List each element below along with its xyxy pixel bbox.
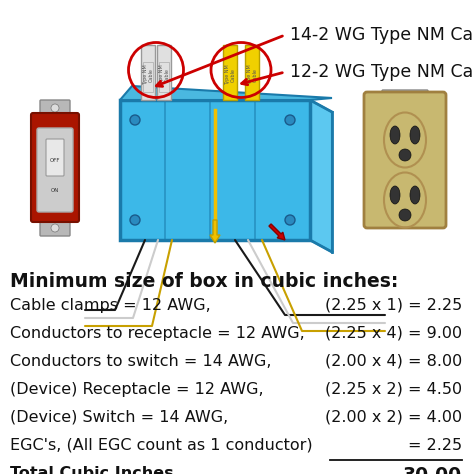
Text: 30.00: 30.00 xyxy=(403,466,462,474)
Ellipse shape xyxy=(390,186,400,204)
Bar xyxy=(400,100,410,220)
Text: Total Cubic Inches: Total Cubic Inches xyxy=(10,466,173,474)
Circle shape xyxy=(399,149,411,161)
Circle shape xyxy=(399,209,411,221)
FancyBboxPatch shape xyxy=(37,128,73,212)
Circle shape xyxy=(285,115,295,125)
Polygon shape xyxy=(120,86,332,100)
Text: (Device) Switch = 14 AWG,: (Device) Switch = 14 AWG, xyxy=(10,410,228,425)
Text: Type NM
Cable: Type NM Cable xyxy=(143,64,154,85)
FancyBboxPatch shape xyxy=(382,90,428,106)
Bar xyxy=(157,45,171,100)
Text: 14-2 WG Type NM Cable: 14-2 WG Type NM Cable xyxy=(290,26,474,44)
Text: Type NM
Cable: Type NM Cable xyxy=(225,64,236,85)
Text: Conductors to receptacle = 12 AWG,: Conductors to receptacle = 12 AWG, xyxy=(10,326,305,341)
Text: = 2.25: = 2.25 xyxy=(408,438,462,453)
Bar xyxy=(223,45,237,100)
FancyBboxPatch shape xyxy=(40,100,70,116)
FancyBboxPatch shape xyxy=(31,113,79,222)
FancyArrow shape xyxy=(210,220,220,243)
Text: (Device) Receptacle = 12 AWG,: (Device) Receptacle = 12 AWG, xyxy=(10,382,264,397)
Text: (2.25 x 1) = 2.25: (2.25 x 1) = 2.25 xyxy=(325,298,462,313)
Text: 12-2 WG Type NM Cable: 12-2 WG Type NM Cable xyxy=(290,63,474,81)
Text: Minimum size of box in cubic inches:: Minimum size of box in cubic inches: xyxy=(10,272,398,291)
Ellipse shape xyxy=(410,126,420,144)
Circle shape xyxy=(285,215,295,225)
Text: (2.25 x 4) = 9.00: (2.25 x 4) = 9.00 xyxy=(325,326,462,341)
Circle shape xyxy=(401,94,409,102)
Ellipse shape xyxy=(390,126,400,144)
Polygon shape xyxy=(310,100,332,252)
FancyBboxPatch shape xyxy=(40,220,70,236)
Ellipse shape xyxy=(410,186,420,204)
FancyBboxPatch shape xyxy=(120,100,310,240)
Bar xyxy=(245,45,259,100)
Circle shape xyxy=(130,215,140,225)
Circle shape xyxy=(51,104,59,112)
Text: (2.00 x 4) = 8.00: (2.00 x 4) = 8.00 xyxy=(325,354,462,369)
Circle shape xyxy=(401,214,409,222)
Circle shape xyxy=(130,115,140,125)
Text: (2.25 x 2) = 4.50: (2.25 x 2) = 4.50 xyxy=(325,382,462,397)
Text: Cable clamps = 12 AWG,: Cable clamps = 12 AWG, xyxy=(10,298,211,313)
Text: Conductors to switch = 14 AWG,: Conductors to switch = 14 AWG, xyxy=(10,354,272,369)
Bar xyxy=(143,62,153,92)
Text: Type NM
Cable: Type NM Cable xyxy=(246,64,257,85)
FancyBboxPatch shape xyxy=(364,92,446,228)
FancyBboxPatch shape xyxy=(382,210,428,226)
Text: OFF: OFF xyxy=(50,157,60,163)
Text: Type NM
Cable: Type NM Cable xyxy=(159,64,169,85)
Bar xyxy=(50,120,60,230)
Text: (2.00 x 2) = 4.00: (2.00 x 2) = 4.00 xyxy=(325,410,462,425)
Bar xyxy=(141,45,155,100)
Circle shape xyxy=(51,224,59,232)
FancyArrow shape xyxy=(269,224,285,240)
FancyBboxPatch shape xyxy=(46,139,64,176)
Text: ON: ON xyxy=(51,188,59,192)
Text: EGC's, (All EGC count as 1 conductor): EGC's, (All EGC count as 1 conductor) xyxy=(10,438,313,453)
Bar xyxy=(159,62,169,92)
